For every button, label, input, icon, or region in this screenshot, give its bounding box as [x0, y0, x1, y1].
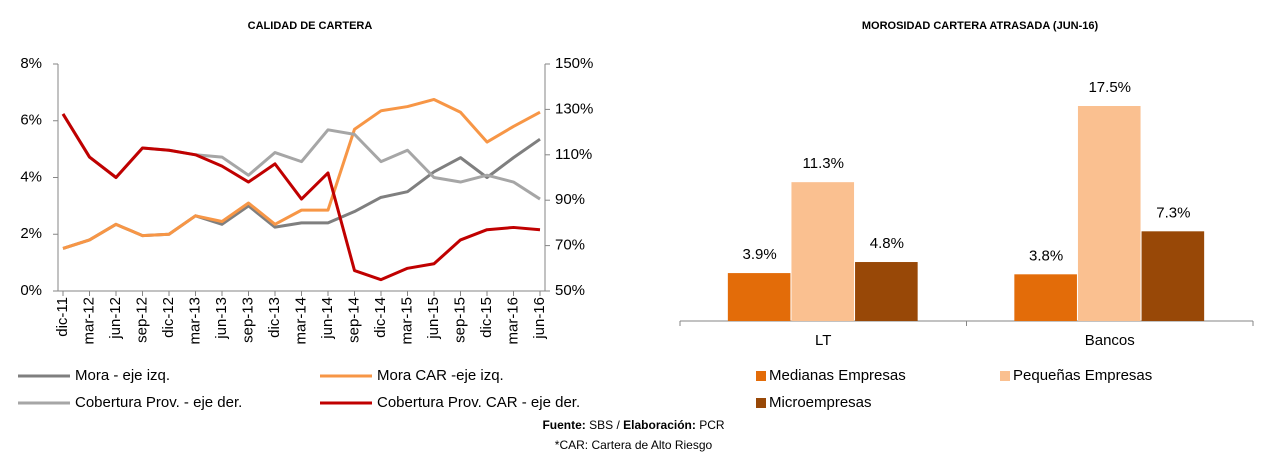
- x-tick-label: dic-13: [266, 297, 283, 338]
- y-tick-label: 0%: [20, 282, 42, 299]
- legend-label: Mora - eje izq.: [75, 367, 170, 384]
- x-tick-label: jun-14: [319, 297, 336, 340]
- legend-swatch: [756, 398, 766, 408]
- prepared: PCR: [699, 418, 725, 432]
- x-tick-label: mar-13: [186, 297, 203, 345]
- legend-swatch: [1000, 371, 1010, 381]
- source: SBS /: [589, 418, 620, 432]
- prepared-label: Elaboración:: [623, 418, 696, 432]
- y2-tick-label: 150%: [555, 55, 593, 72]
- bar: [727, 273, 791, 321]
- legend-label: Pequeñas Empresas: [1013, 367, 1152, 384]
- bar: [855, 262, 918, 321]
- y-tick-label: 2%: [20, 225, 42, 242]
- y2-tick-label: 130%: [555, 100, 593, 117]
- bar: [1141, 231, 1205, 321]
- x-tick-label: mar-14: [292, 297, 309, 345]
- value-label: 4.8%: [870, 235, 904, 252]
- value-label: 3.8%: [1029, 247, 1063, 264]
- legend-label: Cobertura Prov. - eje der.: [75, 394, 242, 411]
- source-label: Fuente:: [542, 418, 586, 432]
- x-tick-label: Bancos: [1085, 332, 1135, 349]
- y2-tick-label: 50%: [555, 282, 585, 299]
- value-label: 17.5%: [1088, 79, 1131, 96]
- x-tick-label: jun-12: [107, 297, 124, 340]
- source: Fuente: SBS / Elaboración: PCR: [0, 418, 1267, 432]
- x-tick-label: jun-13: [213, 297, 230, 340]
- bar: [1014, 274, 1077, 321]
- value-label: 3.9%: [743, 246, 777, 263]
- x-tick-label: dic-15: [478, 297, 495, 338]
- line-series: [61, 113, 541, 282]
- y-tick-label: 6%: [20, 112, 42, 129]
- x-tick-label: sep-15: [451, 297, 468, 343]
- x-tick-label: dic-14: [372, 297, 389, 338]
- y-tick-label: 8%: [20, 55, 42, 72]
- y2-tick-label: 90%: [555, 191, 585, 208]
- x-tick-label: LT: [815, 332, 831, 349]
- x-tick-label: jun-16: [531, 297, 548, 340]
- legend-label: Medianas Empresas: [769, 367, 906, 384]
- chart-title: MOROSIDAD CARTERA ATRASADA (JUN-16): [862, 20, 1099, 32]
- value-label: 11.3%: [803, 155, 844, 172]
- note: *CAR: Cartera de Alto Riesgo: [554, 438, 713, 452]
- x-tick-label: mar-16: [504, 297, 521, 345]
- x-tick-label: mar-15: [398, 297, 415, 345]
- bar: [1077, 106, 1141, 321]
- x-tick-label: mar-12: [80, 297, 97, 345]
- line-series: [62, 97, 541, 250]
- x-tick-label: dic-11: [54, 297, 71, 337]
- x-tick-label: jun-15: [425, 297, 442, 340]
- chart-title: CALIDAD DE CARTERA: [248, 20, 373, 32]
- legend-label: Microempresas: [769, 394, 872, 411]
- legend-label: Cobertura Prov. CAR - eje der.: [377, 394, 580, 411]
- y2-tick-label: 70%: [555, 237, 585, 254]
- x-tick-label: sep-12: [133, 297, 150, 343]
- x-tick-label: dic-12: [160, 297, 177, 338]
- y2-tick-label: 110%: [555, 146, 592, 163]
- value-label: 7.3%: [1156, 204, 1190, 221]
- bar: [791, 182, 855, 321]
- x-tick-label: sep-13: [239, 297, 256, 343]
- x-tick-label: sep-14: [345, 297, 362, 343]
- legend-swatch: [756, 371, 766, 381]
- legend-label: Mora CAR -eje izq.: [377, 367, 504, 384]
- y-tick-label: 4%: [20, 168, 42, 185]
